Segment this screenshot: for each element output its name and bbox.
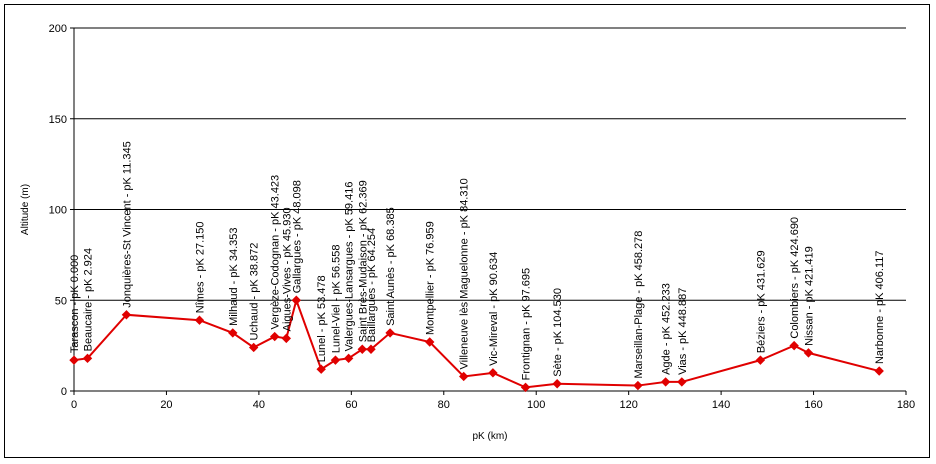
point-label-20: Marseillan-Plage - pK 458.278 <box>633 231 645 379</box>
data-point-0 <box>69 355 79 365</box>
point-label-10: Lunel-Viel - pK 56.558 <box>330 244 342 353</box>
point-label-12: Saint Brès-Mudaison - pK 62.369 <box>357 180 369 342</box>
data-point-19 <box>552 379 562 389</box>
y-tick-label-50: 50 <box>55 295 67 307</box>
point-label-13: Baillargues - pK 64.254 <box>366 228 378 342</box>
data-point-18 <box>520 382 531 393</box>
x-tick-labels: 0 20 40 60 80 100 120 140 160 180 <box>71 399 915 411</box>
point-label-7: Aigues-Vives - pK 45.930 <box>281 207 293 331</box>
data-point-20 <box>633 380 643 391</box>
point-label-0: Tarascon - pK 0.000 <box>69 255 81 353</box>
data-point-24 <box>789 340 799 351</box>
data-point-5 <box>248 342 259 353</box>
data-point-7 <box>281 333 292 344</box>
data-point-16 <box>458 371 469 382</box>
x-tick-label-80: 80 <box>438 399 450 411</box>
point-label-3: Nîmes - pK 27.150 <box>194 221 206 313</box>
axes <box>70 27 907 395</box>
point-label-1: Beaucaire - pK 2.924 <box>83 248 95 351</box>
x-axis-title: pK (km) <box>473 431 508 442</box>
point-label-26: Narbonne - pK 406.117 <box>874 250 886 364</box>
data-point-22 <box>677 377 687 387</box>
data-point-4 <box>228 328 238 338</box>
x-tick-label-120: 120 <box>619 399 637 411</box>
point-label-17: Vic-Mireval - pK 90.634 <box>488 252 500 366</box>
point-label-23: Béziers - pK 431.629 <box>755 250 767 353</box>
x-tick-label-60: 60 <box>345 399 357 411</box>
x-tick-label-20: 20 <box>160 399 172 411</box>
point-label-14: Saint Aunès - pK 68.385 <box>385 207 397 326</box>
point-labels: Tarascon - pK 0.000 Beaucaire - pK 2.924 J… <box>69 141 886 380</box>
point-label-6: Vergèze-Codognan - pK 43.423 <box>270 175 282 330</box>
point-label-24: Colombiers - pK 424.690 <box>789 217 801 339</box>
point-label-21: Agde - pK 452.233 <box>661 283 673 375</box>
data-point-25 <box>803 348 814 358</box>
data-point-9 <box>316 364 326 374</box>
data-point-8 <box>291 295 302 305</box>
y-tick-labels: 0 50 100 150 200 <box>49 23 67 398</box>
point-label-18: Frontignan - pK 97.695 <box>521 268 533 381</box>
data-point-3 <box>194 315 205 325</box>
data-markers <box>69 295 884 393</box>
y-tick-label-100: 100 <box>49 205 67 217</box>
x-tick-label-100: 100 <box>527 399 545 411</box>
gridlines <box>74 27 906 301</box>
data-point-21 <box>660 377 671 387</box>
data-point-6 <box>270 331 280 342</box>
y-tick-label-150: 150 <box>49 114 67 126</box>
data-point-17 <box>488 368 498 378</box>
y-axis-title: Altitude (m) <box>20 184 31 235</box>
point-label-4: Milhaud - pK 34.353 <box>228 227 240 325</box>
point-label-15: Montpellier - pK 76.959 <box>425 221 437 335</box>
data-point-14 <box>385 328 395 338</box>
point-label-8: Gallargues - pK 48.098 <box>291 180 303 293</box>
point-label-5: Uchaud - pK 38.872 <box>249 243 261 341</box>
x-tick-label-0: 0 <box>71 399 77 411</box>
data-point-10 <box>330 355 341 365</box>
data-point-26 <box>874 366 884 376</box>
data-point-2 <box>121 310 132 320</box>
x-tick-label-140: 140 <box>712 399 730 411</box>
data-point-12 <box>357 344 367 354</box>
data-point-1 <box>82 353 93 364</box>
point-label-22: Vias - pK 448.887 <box>677 288 689 375</box>
y-tick-label-200: 200 <box>49 23 67 35</box>
point-label-11: Valergues-Lansargues - pK 59.416 <box>344 182 356 352</box>
data-point-23 <box>755 355 766 365</box>
point-label-2: Jonquières-St Vincent - pK 11.345 <box>121 141 133 308</box>
x-tick-label-180: 180 <box>897 399 915 411</box>
x-tick-label-40: 40 <box>253 399 265 411</box>
point-label-9: Lunel - pK 53.478 <box>316 275 328 362</box>
point-label-19: Sète - pK 104.530 <box>552 288 564 377</box>
data-point-13 <box>366 344 376 354</box>
y-tick-label-0: 0 <box>61 386 67 398</box>
x-tick-label-160: 160 <box>804 399 822 411</box>
point-label-16: Villeneuve lès Maguelonne - pK 84.310 <box>459 178 471 369</box>
data-point-15 <box>425 337 435 347</box>
point-label-25: Nissan - pK 421.419 <box>803 246 815 346</box>
data-point-11 <box>343 353 354 364</box>
chart-frame <box>4 4 930 458</box>
